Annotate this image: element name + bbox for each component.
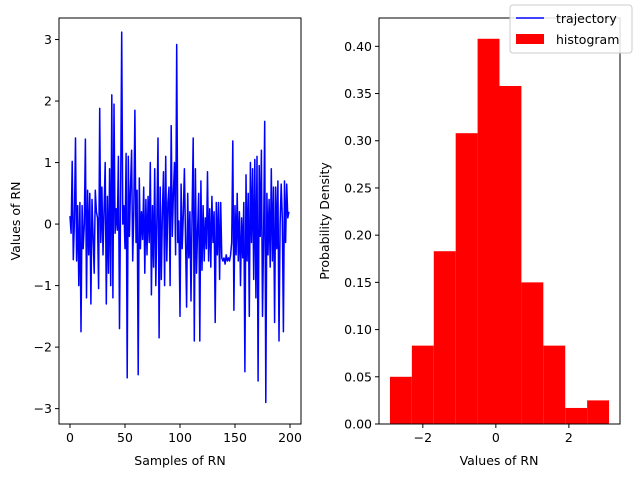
trajectory-ytick-label: 0 — [44, 217, 52, 232]
legend: trajectory histogram — [509, 4, 633, 54]
histogram-bar — [411, 345, 434, 424]
histogram-ytick-label: 0.15 — [344, 275, 372, 290]
trajectory-xtick-label: 100 — [168, 430, 192, 445]
histogram-bar — [389, 376, 412, 424]
histogram-bar — [565, 407, 588, 424]
trajectory-ticks: 0 50 100 150 200 −3 −2 −1 0 1 2 3 — [34, 32, 302, 445]
histogram-ytick-label: 0.10 — [344, 322, 372, 337]
histogram-xtick-label: 0 — [492, 430, 500, 445]
histogram-chart: −2 0 2 0.00 0.05 0.10 0.15 0.20 0.25 0.30 0.35 0.40… — [317, 17, 621, 468]
histogram-bar — [543, 345, 566, 424]
histogram-ticks: −2 0 2 0.00 0.05 0.10 0.15 0.20 0.25 0.30 0.35 0.40 — [344, 39, 573, 445]
histogram-bar — [455, 133, 478, 424]
trajectory-ytick-label: 1 — [44, 155, 52, 170]
histogram-plot-area — [389, 38, 610, 425]
legend-label-trajectory: trajectory — [556, 11, 617, 26]
histogram-bar — [521, 282, 544, 424]
histogram-ytick-label: 0.30 — [344, 133, 372, 148]
histogram-xlabel: Values of RN — [460, 453, 539, 468]
trajectory-ytick-label: 3 — [44, 32, 52, 47]
histogram-bar — [499, 85, 522, 425]
trajectory-ytick-label: −2 — [34, 340, 52, 355]
histogram-bar — [587, 400, 610, 424]
legend-patch-swatch — [516, 34, 544, 44]
trajectory-axes-frame — [58, 17, 302, 425]
trajectory-xtick-label: 150 — [223, 430, 247, 445]
histogram-ytick-label: 0.00 — [344, 417, 372, 432]
trajectory-xlabel: Samples of RN — [134, 453, 225, 468]
trajectory-ytick-label: −1 — [34, 278, 52, 293]
histogram-bar — [477, 38, 500, 424]
histogram-ytick-label: 0.40 — [344, 39, 372, 54]
histogram-axes-frame — [378, 17, 621, 425]
trajectory-ytick-label: 2 — [44, 94, 52, 109]
histogram-ylabel: Probability Density — [317, 162, 332, 280]
trajectory-xtick-label: 200 — [278, 430, 302, 445]
trajectory-chart: 0 50 100 150 200 −3 −2 −1 0 1 2 3 Samples of RN Val… — [8, 17, 302, 468]
histogram-ytick-label: 0.20 — [344, 228, 372, 243]
trajectory-plot-area — [69, 31, 290, 404]
legend-label-histogram: histogram — [556, 32, 619, 47]
histogram-bar — [433, 251, 456, 424]
histogram-ytick-label: 0.35 — [344, 86, 372, 101]
trajectory-xtick-label: 0 — [66, 430, 74, 445]
trajectory-xtick-label: 50 — [117, 430, 133, 445]
trajectory-ylabel: Values of RN — [8, 182, 23, 261]
trajectory-ytick-label: −3 — [34, 401, 52, 416]
histogram-ytick-label: 0.25 — [344, 180, 372, 195]
histogram-ytick-label: 0.05 — [344, 369, 372, 384]
trajectory-series-line — [69, 31, 290, 404]
histogram-xtick-label: −2 — [414, 430, 432, 445]
histogram-xtick-label: 2 — [565, 430, 573, 445]
